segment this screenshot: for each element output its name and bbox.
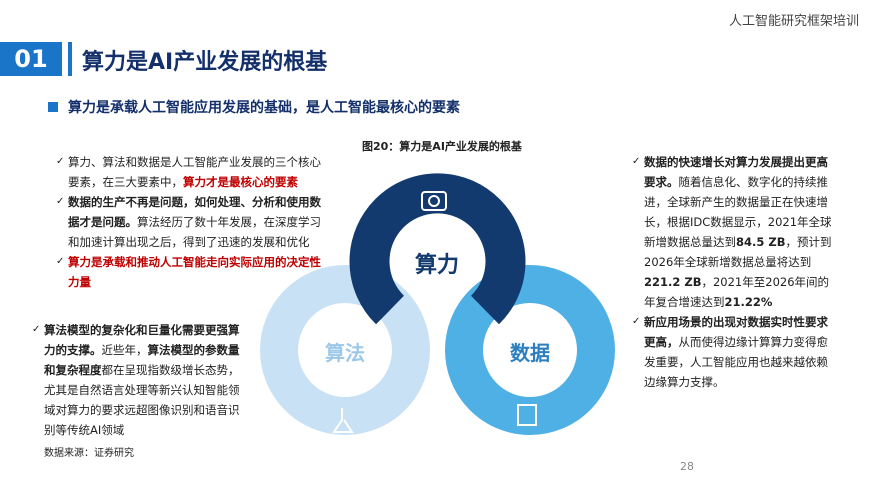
diagram: 算力 算法 数据 bbox=[260, 173, 615, 435]
text-run: 算法经历了数十年发展，在深度学习和加速计算出现之后，得到了迅速的发展和优化 bbox=[68, 215, 321, 249]
text-run: 算法模型的复杂化和巨量化需要更强算力的支撑。 bbox=[44, 323, 240, 357]
text-run: 数据的快速增长对算力发展提出更高要求。 bbox=[644, 155, 828, 189]
left-bottom-list: 算法模型的复杂化和巨量化需要更强算力的支撑。近些年，算法模型的参数量和复杂程度都… bbox=[32, 320, 250, 440]
text-run: 算力、算法和数据是人工智能产业发展的三个核心要素，在三大要素中， bbox=[68, 155, 321, 189]
text-run: 21.22% bbox=[724, 295, 773, 309]
flask-icon bbox=[332, 408, 354, 433]
label-algorithm: 算法 bbox=[325, 341, 365, 365]
text-run: 从而使得边缘计算算力变得愈发重要，人工智能应用也越来越依赖边缘算力支撑。 bbox=[644, 335, 828, 389]
bullet-square bbox=[48, 102, 58, 112]
page-number: 28 bbox=[680, 460, 694, 473]
bullet-item: 算力是承载和推动人工智能走向实际应用的决定性力量 bbox=[56, 252, 324, 292]
bullet-item: 数据的快速增长对算力发展提出更高要求。随着信息化、数字化的持续推进，全球新产生的… bbox=[632, 152, 832, 312]
data-icon bbox=[517, 404, 537, 426]
ring-compute bbox=[349, 173, 526, 325]
camera-icon bbox=[421, 191, 447, 211]
bullet-item: 算法模型的复杂化和巨量化需要更强算力的支撑。近些年，算法模型的参数量和复杂程度都… bbox=[32, 320, 250, 440]
bullet-item: 算力、算法和数据是人工智能产业发展的三个核心要素，在三大要素中，算力才是最核心的… bbox=[56, 152, 324, 192]
text-run: 84.5 ZB bbox=[736, 235, 786, 249]
text-run: 算力是承载和推动人工智能走向实际应用的决定性力量 bbox=[68, 255, 321, 289]
text-run: 算法模型的参数量和复杂程度 bbox=[44, 343, 240, 377]
ring-algorithm bbox=[260, 265, 430, 435]
left-top-list: 算力、算法和数据是人工智能产业发展的三个核心要素，在三大要素中，算力才是最核心的… bbox=[56, 152, 324, 292]
header-bar bbox=[68, 42, 72, 76]
ring-data bbox=[445, 265, 615, 435]
text-run: 数据的生产不再是问题，如何处理、分析和使用数据才是问题。 bbox=[68, 195, 321, 229]
text-run: 算力才是最核心的要素 bbox=[183, 175, 298, 189]
text-run: 近些年， bbox=[101, 343, 148, 357]
slide-title: 算力是AI产业发展的根基 bbox=[82, 50, 328, 75]
label-compute: 算力 bbox=[415, 252, 459, 278]
text-run: 都在呈现指数级增长态势，尤其是自然语言处理等新兴认知智能领域对算力的要求远超图像… bbox=[44, 363, 240, 437]
figure-title: 图20：算力是AI产业发展的根基 bbox=[362, 140, 522, 153]
text-run: ，2021年至2026年间的年复合增速达到 bbox=[644, 275, 830, 309]
section-number: 01 bbox=[0, 42, 62, 76]
bullet-item: 新应用场景的出现对数据实时性要求更高，从而使得边缘计算算力变得愈发重要，人工智能… bbox=[632, 312, 832, 392]
subtitle: 算力是承载人工智能应用发展的基础，是人工智能最核心的要素 bbox=[68, 100, 460, 116]
source: 数据来源：证券研究 bbox=[44, 448, 134, 459]
top-right-title: 人工智能研究框架培训 bbox=[728, 14, 859, 29]
camera-lens bbox=[428, 195, 440, 207]
label-data: 数据 bbox=[510, 341, 550, 365]
text-run: ，预计到2026年全球新增数据总量将达到 bbox=[644, 235, 832, 269]
text-run: 新应用场景的出现对数据实时性要求更高， bbox=[644, 315, 828, 349]
text-run: 221.2 ZB bbox=[644, 275, 702, 289]
right-list: 数据的快速增长对算力发展提出更高要求。随着信息化、数字化的持续推进，全球新产生的… bbox=[632, 152, 832, 392]
text-run: 随着信息化、数字化的持续推进，全球新产生的数据量正在快速增长，根据IDC数据显示… bbox=[644, 175, 832, 249]
bullet-item: 数据的生产不再是问题，如何处理、分析和使用数据才是问题。算法经历了数十年发展，在… bbox=[56, 192, 324, 252]
